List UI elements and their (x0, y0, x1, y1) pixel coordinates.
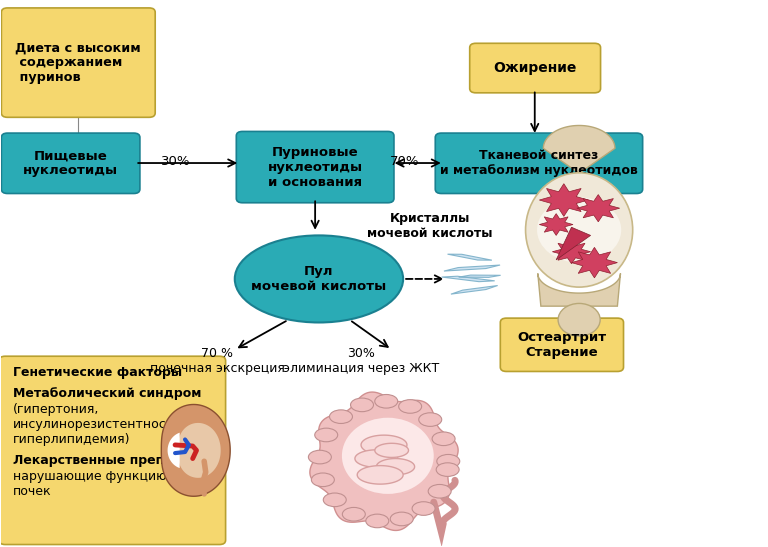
Polygon shape (539, 184, 588, 217)
Ellipse shape (342, 418, 434, 494)
Ellipse shape (329, 410, 353, 423)
Text: Ожирение: Ожирение (494, 61, 577, 75)
Polygon shape (448, 254, 492, 260)
Text: (гипертония,: (гипертония, (13, 403, 99, 416)
Ellipse shape (432, 432, 455, 446)
Polygon shape (539, 214, 573, 235)
Polygon shape (355, 450, 398, 467)
FancyBboxPatch shape (470, 43, 601, 93)
Polygon shape (444, 265, 500, 271)
Polygon shape (178, 423, 220, 478)
Polygon shape (361, 435, 407, 455)
FancyBboxPatch shape (2, 133, 140, 194)
Ellipse shape (390, 512, 413, 526)
Ellipse shape (350, 398, 373, 412)
Ellipse shape (537, 197, 621, 263)
Text: Лекарственные препараты,: Лекарственные препараты, (13, 455, 214, 468)
Polygon shape (451, 286, 498, 294)
Polygon shape (543, 125, 615, 197)
Text: 30%
элиминация через ЖКТ: 30% элиминация через ЖКТ (283, 347, 439, 375)
Text: 70 %
почечная экскреция: 70 % почечная экскреция (150, 347, 285, 375)
Polygon shape (376, 458, 415, 475)
Text: Пищевые
нуклеотиды: Пищевые нуклеотиды (23, 149, 118, 177)
Ellipse shape (525, 173, 633, 287)
Polygon shape (310, 392, 458, 531)
Text: нарушающие функцию: нарушающие функцию (13, 470, 167, 482)
Text: Тканевой синтез
и метаболизм нуклеотидов: Тканевой синтез и метаболизм нуклеотидов (440, 149, 638, 177)
Polygon shape (552, 240, 591, 264)
Ellipse shape (436, 463, 459, 476)
Polygon shape (442, 276, 495, 282)
Text: 30%: 30% (161, 155, 190, 168)
Polygon shape (571, 247, 617, 278)
Ellipse shape (311, 473, 334, 487)
Ellipse shape (235, 235, 403, 323)
Ellipse shape (558, 304, 600, 336)
FancyBboxPatch shape (237, 131, 394, 203)
Text: Остеартрит
Старение: Остеартрит Старение (518, 331, 607, 359)
Ellipse shape (375, 394, 398, 408)
Ellipse shape (343, 508, 366, 521)
Text: инсулинорезистентность,: инсулинорезистентность, (13, 418, 185, 431)
Polygon shape (556, 227, 591, 260)
Polygon shape (458, 275, 501, 277)
FancyBboxPatch shape (0, 356, 226, 544)
Polygon shape (375, 443, 409, 457)
Text: Кристаллы
мочевой кислоты: Кристаллы мочевой кислоты (367, 212, 492, 240)
Ellipse shape (429, 485, 451, 498)
Ellipse shape (315, 428, 338, 442)
Text: Диета с высоким
 содержанием
 пуринов: Диета с высоким содержанием пуринов (15, 41, 141, 84)
FancyBboxPatch shape (2, 8, 155, 117)
Text: Пуриновые
нуклеотиды
и основания: Пуриновые нуклеотиды и основания (267, 146, 362, 189)
Text: почек: почек (13, 485, 51, 498)
Ellipse shape (412, 502, 435, 515)
Text: Метаболический синдром: Метаболический синдром (13, 387, 201, 400)
Polygon shape (167, 433, 180, 468)
FancyBboxPatch shape (500, 318, 624, 371)
Ellipse shape (323, 493, 346, 507)
Text: гиперлипидемия): гиперлипидемия) (13, 433, 131, 446)
Polygon shape (161, 404, 230, 496)
Text: 70%: 70% (390, 155, 419, 168)
Ellipse shape (366, 514, 389, 528)
Text: Генетические факторы: Генетические факторы (13, 366, 182, 379)
Text: Пул
мочевой кислоты: Пул мочевой кислоты (251, 265, 386, 293)
Ellipse shape (309, 450, 331, 464)
Polygon shape (538, 274, 621, 306)
Ellipse shape (399, 400, 422, 413)
FancyBboxPatch shape (435, 133, 643, 194)
Polygon shape (357, 465, 403, 484)
Ellipse shape (437, 455, 460, 468)
Ellipse shape (419, 413, 442, 426)
Polygon shape (577, 195, 620, 222)
